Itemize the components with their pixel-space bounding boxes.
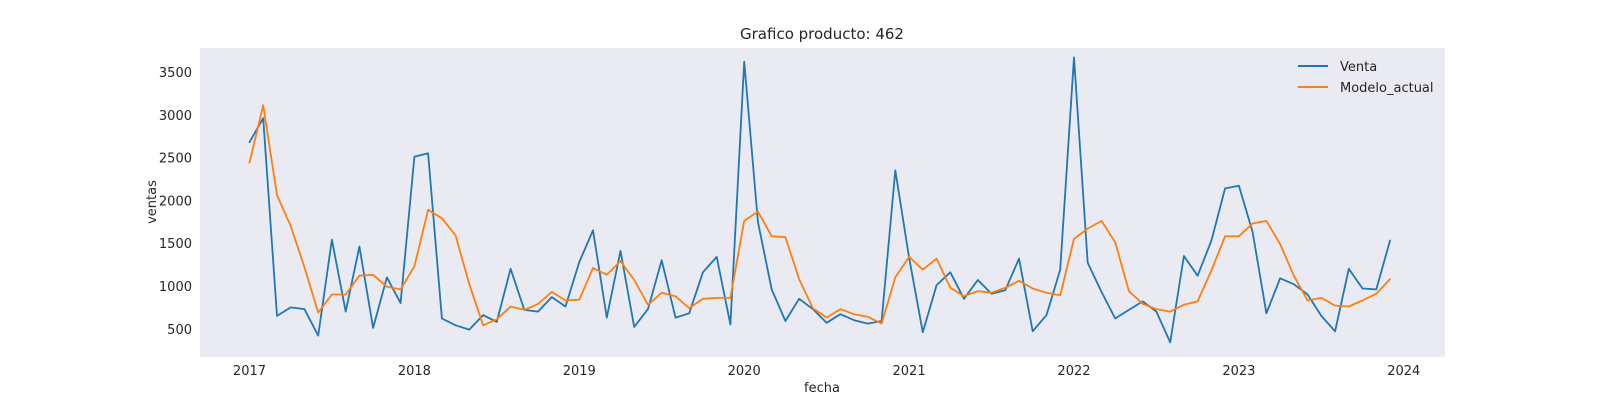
- legend-label: Modelo_actual: [1340, 81, 1434, 96]
- y-tick-label: 500: [167, 323, 192, 338]
- legend: Venta Modelo_actual: [1298, 60, 1434, 96]
- series-line-modelo-actual: [248, 104, 1391, 327]
- x-ticks: 2017 2018 2019 2020 2021 2022 2023 2024: [233, 364, 1420, 379]
- x-axis-label: fecha: [804, 381, 840, 396]
- x-tick-label: 2020: [728, 364, 761, 379]
- x-tick-label: 2022: [1057, 364, 1090, 379]
- y-tick-label: 1500: [159, 237, 192, 252]
- series-line-venta: [248, 56, 1391, 344]
- x-tick-label: 2018: [398, 364, 431, 379]
- x-tick-label: 2019: [563, 364, 596, 379]
- x-tick-label: 2017: [233, 364, 266, 379]
- y-ticks: 500 1000 1500 2000 2500 3000 3500: [159, 66, 192, 338]
- chart-title: Grafico producto: 462: [740, 25, 904, 43]
- x-tick-label: 2023: [1222, 364, 1255, 379]
- plot-area: [200, 48, 1445, 357]
- x-tick-label: 2021: [893, 364, 926, 379]
- y-tick-label: 1000: [159, 280, 192, 295]
- y-tick-label: 3000: [159, 109, 192, 124]
- series-lines: [248, 56, 1391, 344]
- x-tick-label: 2024: [1387, 364, 1420, 379]
- y-tick-label: 2000: [159, 194, 192, 209]
- y-tick-label: 3500: [159, 66, 192, 81]
- legend-label: Venta: [1340, 60, 1377, 75]
- y-tick-label: 2500: [159, 152, 192, 167]
- y-axis-label: ventas: [145, 180, 160, 224]
